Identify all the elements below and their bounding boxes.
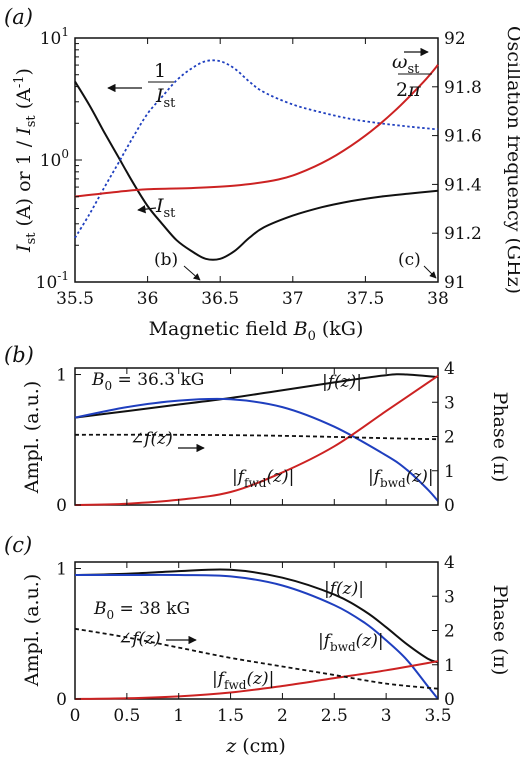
panel-a-ylabel-left: Ist (A) or 1 / Ist (A-1) <box>12 68 39 253</box>
panel-c-label-f: |f(z)| <box>324 579 364 599</box>
ytick-right-label: 2 <box>444 622 455 642</box>
svg-text:Ist: Ist <box>155 195 176 221</box>
panel-b-label-ffwd: |ffwd(z)| <box>232 467 294 490</box>
xtick-label: 35.5 <box>56 289 94 309</box>
series-c-1 <box>75 573 439 700</box>
ytick-right-label: 0 <box>444 690 455 710</box>
annotation-c: (c) <box>398 250 421 270</box>
xtick-label: 3.5 <box>424 706 451 726</box>
panel-c-label-phase: ∠f(z) <box>118 629 161 649</box>
series-c-3 <box>74 627 439 690</box>
ytick-label: 100 <box>40 147 69 171</box>
panel-a-tag: (a) <box>4 5 33 29</box>
label-inv-ist: 1 Ist <box>107 60 176 111</box>
panel-a-ticks: 35.5 36 36.5 37 37.5 38 10-1 100 101 91 91.2 91.4 91… <box>36 25 482 309</box>
panel-b-ticks: 0 1 0 1 2 3 4 <box>56 359 455 516</box>
panel-c-label-ffwd: |ffwd(z)| <box>212 669 274 692</box>
ytick-right-label: 1 <box>444 656 455 676</box>
series-c-2 <box>74 660 439 700</box>
xtick-label: 2.5 <box>321 706 348 726</box>
panel-b-label-phase: ∠f(z) <box>130 429 173 449</box>
svg-text:ωst: ωst <box>392 51 420 77</box>
series-a-0 <box>74 80 439 261</box>
series-a-1 <box>74 59 439 239</box>
ytick-right-label: 4 <box>444 359 455 379</box>
panel-b-label-f: |f(z)| <box>322 372 362 392</box>
xtick-label: 2 <box>277 706 288 726</box>
label-omega-st: ωst 2π <box>392 47 432 101</box>
ytick-label: 101 <box>40 25 69 49</box>
series-b-3 <box>74 433 439 441</box>
panel-b-label-fbwd: |fbwd(z)| <box>368 467 434 490</box>
xtick-label: 37.5 <box>346 289 384 309</box>
panel-b-ylabel-right: Phase (π) <box>489 392 511 483</box>
panel-c-field: B0 = 38 kG <box>93 599 190 622</box>
xtick-label: 1.5 <box>217 706 244 726</box>
ytick-right-label: 91.8 <box>444 78 482 98</box>
series-b-1 <box>74 397 439 502</box>
panel-a: 35.5 36 36.5 37 37.5 38 10-1 100 101 91 91.2 91.4 91… <box>12 25 520 344</box>
panel-a-frame <box>74 37 439 283</box>
ytick-right-label: 3 <box>444 393 455 413</box>
xtick-label: 36 <box>137 289 159 309</box>
annotation-b: (b) <box>154 250 178 270</box>
series-c-0 <box>74 568 439 664</box>
ytick-right-label: 92 <box>444 29 466 49</box>
xtick-label: 0 <box>70 706 81 726</box>
xtick-label: 37 <box>282 289 304 309</box>
ytick-right-label: 4 <box>444 553 455 573</box>
panel-c-xlabel: z (cm) <box>225 735 286 757</box>
ytick-right-label: 91.2 <box>444 224 482 244</box>
ytick-right-label: 3 <box>444 587 455 607</box>
xtick-label: 3 <box>381 706 392 726</box>
xtick-label: 1 <box>173 706 184 726</box>
ytick-right-label: 91 <box>444 273 466 293</box>
panel-c-label-fbwd: |fbwd(z)| <box>318 631 384 654</box>
panel-c-ylabel-left: Ampl. (a.u.) <box>21 574 43 688</box>
panel-a-xlabel: Magnetic field B0 (kG) <box>149 318 364 344</box>
xtick-label: 38 <box>427 289 449 309</box>
svg-text:Ist: Ist <box>155 85 176 111</box>
series-a-2 <box>74 64 439 198</box>
panel-c-series <box>74 568 439 700</box>
ytick-label: 0 <box>56 690 67 710</box>
ytick-label: 1 <box>56 366 67 386</box>
ytick-right-label: 2 <box>444 428 455 448</box>
panel-b-field: B0 = 36.3 kG <box>91 370 204 393</box>
panel-b-series <box>74 373 439 506</box>
panel-b: 0 1 0 1 2 3 4 Ampl. (a.u.) Phase (π) B0 = 36.3… <box>21 359 511 516</box>
series-b-0 <box>74 373 439 419</box>
ytick-right-label: 0 <box>444 496 455 516</box>
ytick-right-label: 91.6 <box>444 127 482 147</box>
panel-b-tag: (b) <box>4 343 34 367</box>
panel-c-ylabel-right: Phase (π) <box>489 585 511 676</box>
ytick-right-label: 1 <box>444 462 455 482</box>
xtick-label: 0.5 <box>113 706 140 726</box>
panel-c-tag: (c) <box>4 533 32 557</box>
ytick-right-label: 91.4 <box>444 175 482 195</box>
svg-text:2π: 2π <box>396 79 421 101</box>
panel-b-ylabel-left: Ampl. (a.u.) <box>21 381 43 495</box>
ytick-label: 0 <box>56 496 67 516</box>
panel-a-series <box>74 59 439 261</box>
panel-a-ylabel-right: Oscillation frequency (GHz) <box>503 26 520 294</box>
xtick-label: 36.5 <box>201 289 239 309</box>
svg-text:1: 1 <box>154 60 166 82</box>
series-b-2 <box>74 374 439 506</box>
ytick-label: 10-1 <box>36 269 69 293</box>
ytick-label: 1 <box>56 560 67 580</box>
